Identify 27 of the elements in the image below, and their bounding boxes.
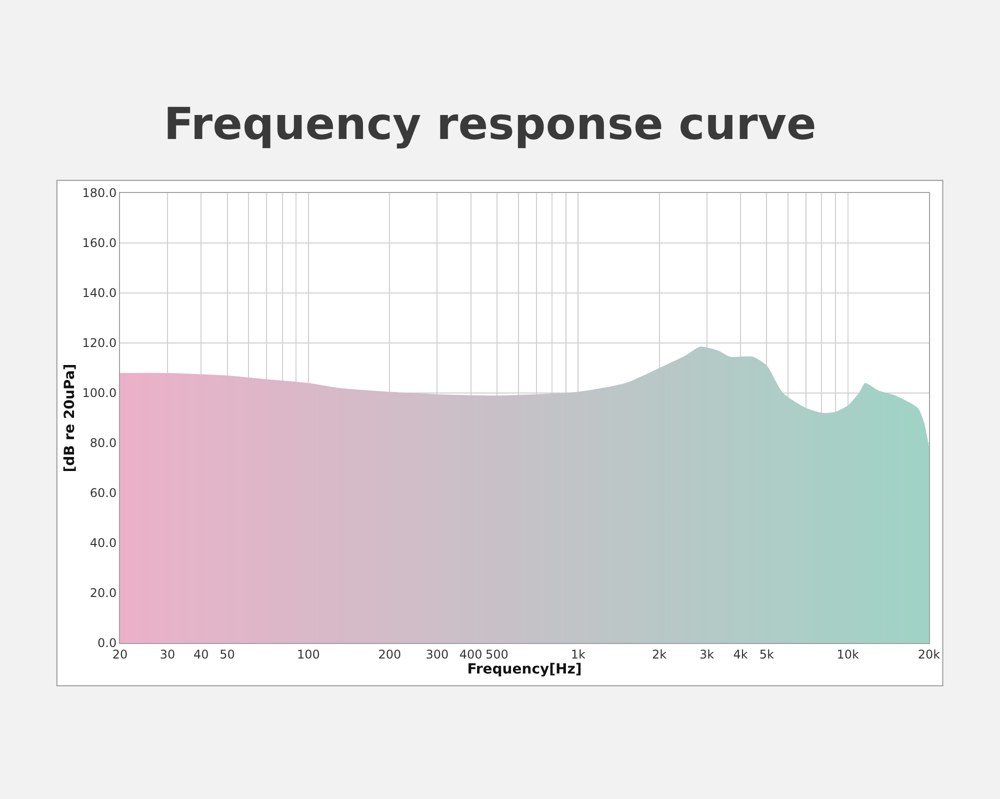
y-tick-label: 120.0 xyxy=(82,336,117,350)
x-tick-label: 300 xyxy=(426,647,449,662)
y-axis-title: [dB re 20uPa] xyxy=(62,364,78,472)
x-tick-label: 200 xyxy=(378,647,402,662)
x-axis-title: Frequency[Hz] xyxy=(467,661,582,678)
x-tick-label: 5k xyxy=(759,647,774,662)
chart-title: Frequency response curve xyxy=(164,99,816,150)
x-tick-label: 1k xyxy=(570,647,586,662)
x-tick-label: 4k xyxy=(733,647,748,662)
x-tick-label: 3k xyxy=(700,647,714,662)
y-tick-label: 100.0 xyxy=(82,386,117,400)
y-tick-label: 140.0 xyxy=(82,286,117,300)
x-tick-label: 100 xyxy=(297,647,320,662)
x-tick-label: 10k xyxy=(836,647,859,662)
x-tick-label: 20k xyxy=(918,647,940,662)
y-tick-label: 40.0 xyxy=(90,536,117,550)
x-tick-label: 400 xyxy=(459,647,482,662)
x-tick-label: 2k xyxy=(652,647,667,662)
y-tick-label: 60.0 xyxy=(90,486,117,500)
x-tick-label: 50 xyxy=(220,647,235,662)
x-tick-label: 40 xyxy=(194,647,209,662)
y-tick-label: 160.0 xyxy=(82,236,117,250)
x-tick-label: 500 xyxy=(486,647,508,662)
x-tick-label: 30 xyxy=(160,647,176,662)
y-tick-label: 180.0 xyxy=(82,186,117,200)
y-tick-label: 20.0 xyxy=(90,586,117,600)
y-tick-label: 80.0 xyxy=(90,436,117,450)
